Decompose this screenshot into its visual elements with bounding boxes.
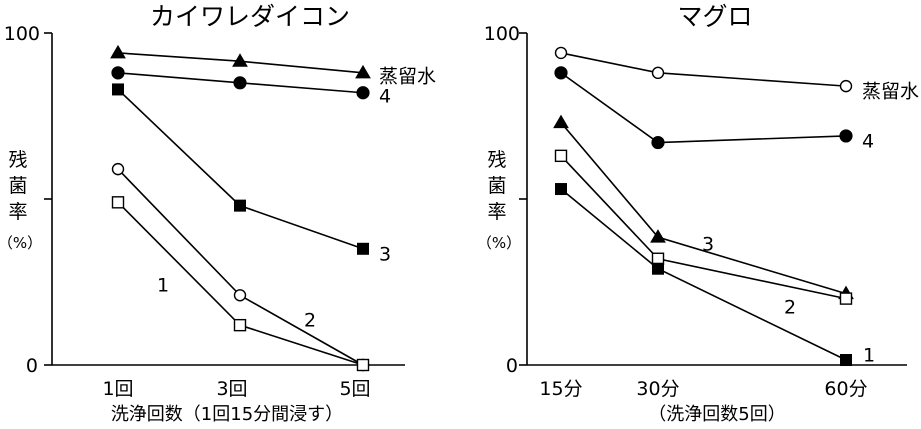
data-point — [553, 114, 569, 129]
x-tick-label: 1回 — [102, 378, 133, 400]
x-axis-label: 洗浄回数（1回15分間浸す） — [111, 404, 343, 425]
series-label: 1 — [863, 345, 875, 367]
x-axis-label: （洗浄回数5回） — [648, 404, 785, 425]
data-point — [650, 229, 666, 243]
series-label: 蒸留水 — [379, 65, 436, 87]
series-label: 蒸留水 — [862, 81, 919, 103]
data-point — [355, 64, 371, 79]
x-tick-label: 60分 — [824, 378, 867, 400]
data-point — [232, 53, 248, 67]
data-point — [234, 199, 246, 212]
data-point — [110, 44, 126, 59]
y-tick-label: 0 — [26, 355, 38, 377]
x-tick-labels: 15分 30分 60分 — [539, 378, 867, 400]
data-point — [839, 79, 853, 93]
series-line — [117, 88, 364, 250]
data-point — [555, 183, 567, 196]
y-axis-unit: （%） — [477, 234, 521, 252]
series-group: 蒸留水 4 3 2 1 — [553, 46, 919, 367]
data-point — [652, 262, 664, 275]
y-axis-unit: （%） — [0, 234, 42, 252]
data-point — [111, 66, 125, 80]
x-tick-label: 15分 — [539, 378, 582, 400]
y-axis-label: 残菌率 — [8, 149, 27, 223]
series-label: 3 — [702, 234, 714, 256]
x-tick-label: 3回 — [216, 378, 247, 400]
data-point — [233, 289, 247, 302]
chart-maguro: マグロ 100 0 残菌率 （%） （洗浄回数5回） 15分 30分 60分 蒸留水… — [477, 2, 919, 425]
series-line — [560, 188, 847, 361]
data-point — [554, 149, 568, 163]
y-axis-label: 残菌率 — [487, 149, 506, 223]
series-line — [117, 201, 364, 366]
series-label: 1 — [157, 275, 169, 297]
data-point — [554, 46, 568, 60]
chart-title: マグロ — [677, 2, 752, 31]
data-point — [651, 66, 665, 80]
data-point — [233, 318, 247, 332]
data-point — [233, 76, 247, 90]
x-tick-label: 30分 — [636, 378, 679, 400]
chart-kaiware: カイワレダイコン 100 0 残菌率 （%） 洗浄回数（1回15分間浸す） 1回… — [0, 2, 436, 425]
series-line — [560, 155, 847, 300]
x-tick-labels: 1回 3回 5回 — [102, 378, 370, 400]
data-point — [356, 358, 370, 372]
series-label: 2 — [784, 297, 796, 319]
series-line — [117, 168, 364, 366]
series-label: 3 — [379, 243, 391, 265]
chart-title: カイワレダイコン — [150, 2, 350, 31]
data-point — [554, 66, 568, 80]
y-tick-label: 0 — [506, 355, 518, 377]
data-point — [840, 354, 852, 367]
data-point — [839, 292, 853, 305]
series-label: 2 — [304, 310, 316, 332]
data-point — [651, 135, 665, 150]
series-label: 4 — [862, 130, 874, 152]
data-point — [111, 162, 125, 176]
data-point — [112, 83, 124, 96]
data-point — [839, 129, 853, 143]
data-point — [111, 196, 125, 209]
series-label: 4 — [379, 85, 391, 107]
data-point — [356, 86, 370, 100]
data-point — [651, 252, 665, 265]
data-point — [357, 242, 369, 255]
y-tick-label: 100 — [4, 23, 40, 45]
series-line — [560, 52, 847, 87]
x-tick-label: 5回 — [339, 378, 370, 400]
y-tick-label: 100 — [484, 23, 520, 45]
